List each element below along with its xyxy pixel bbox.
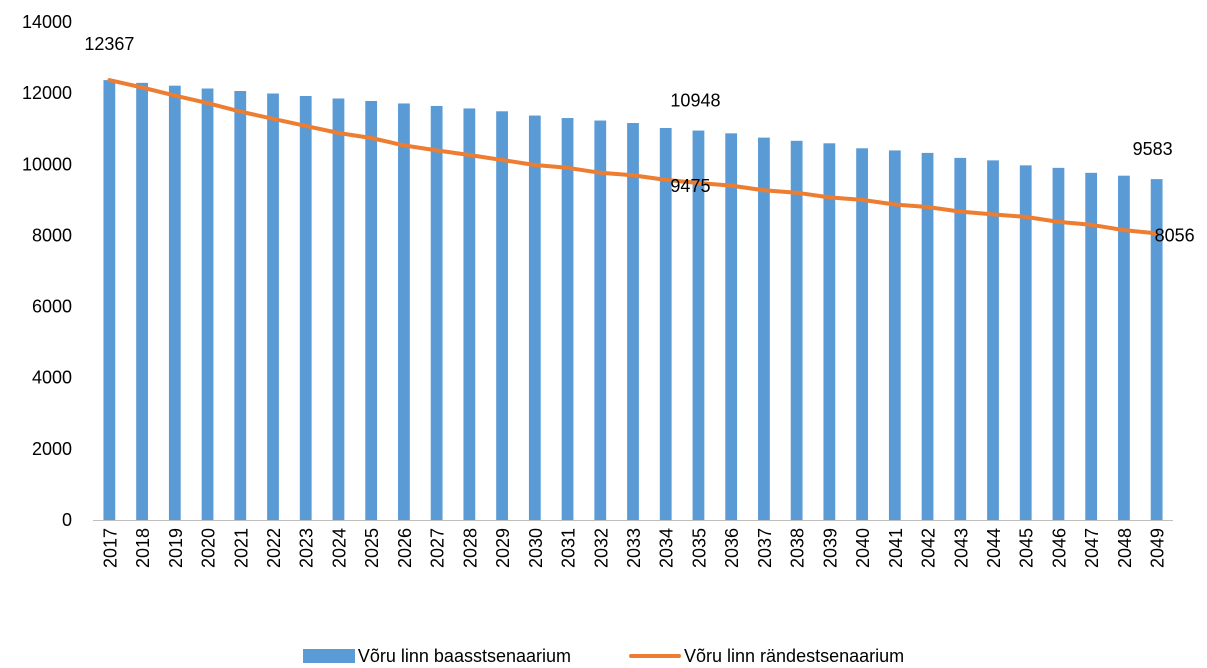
legend-swatch-line bbox=[629, 654, 681, 658]
x-tick-label: 2034 bbox=[657, 528, 677, 568]
data-label: 9475 bbox=[670, 176, 710, 196]
x-tick-label: 2038 bbox=[788, 528, 808, 568]
x-axis: 2017 2018 2019 2020 2021 2022 2023 2024 2025 2026… bbox=[93, 520, 1173, 568]
data-labels: 12367 10948 9475 9583 8056 bbox=[84, 34, 1194, 245]
x-tick-label: 2028 bbox=[460, 528, 480, 568]
bar bbox=[430, 105, 443, 520]
x-tick-label: 2039 bbox=[820, 528, 840, 568]
data-label: 10948 bbox=[670, 91, 720, 111]
x-tick-label: 2030 bbox=[526, 528, 546, 568]
bar bbox=[201, 88, 214, 521]
legend-swatch-bar bbox=[302, 649, 355, 663]
x-tick-label: 2031 bbox=[559, 528, 579, 568]
y-tick-label: 10000 bbox=[22, 154, 72, 174]
x-tick-label: 2027 bbox=[428, 528, 448, 568]
x-tick-label: 2049 bbox=[1148, 528, 1168, 568]
y-tick-label: 6000 bbox=[32, 297, 72, 317]
y-tick-label: 2000 bbox=[32, 439, 72, 459]
bar bbox=[659, 128, 672, 520]
x-tick-label: 2019 bbox=[166, 528, 186, 568]
x-tick-label: 2036 bbox=[722, 528, 742, 568]
bar bbox=[888, 150, 901, 521]
x-tick-label: 2048 bbox=[1115, 528, 1135, 568]
legend-label-bar: Võru linn baasstsenaarium bbox=[357, 645, 571, 666]
x-tick-label: 2029 bbox=[493, 528, 513, 568]
bar bbox=[921, 152, 934, 520]
bar bbox=[790, 140, 803, 520]
bar bbox=[1085, 172, 1098, 520]
y-tick-label: 4000 bbox=[32, 368, 72, 388]
y-tick-label: 8000 bbox=[32, 225, 72, 245]
data-label: 8056 bbox=[1155, 225, 1195, 245]
bar bbox=[496, 111, 508, 520]
bar bbox=[954, 157, 967, 520]
bar bbox=[234, 91, 247, 520]
bar bbox=[365, 100, 378, 521]
bar bbox=[299, 95, 312, 520]
bar bbox=[1052, 167, 1065, 521]
bar bbox=[594, 120, 607, 520]
bar bbox=[823, 143, 836, 520]
bar bbox=[168, 85, 181, 521]
legend-label-line: Võru linn rändestsenaarium bbox=[684, 645, 905, 666]
x-tick-label: 2040 bbox=[853, 528, 873, 568]
x-tick-label: 2042 bbox=[919, 528, 939, 568]
x-tick-label: 2022 bbox=[264, 528, 284, 568]
bar bbox=[856, 148, 868, 520]
bar bbox=[561, 118, 574, 521]
x-tick-label: 2033 bbox=[624, 528, 644, 568]
legend-item-bar: Võru linn baasstsenaarium bbox=[302, 645, 571, 667]
bar bbox=[987, 160, 999, 520]
x-tick-label: 2035 bbox=[689, 528, 709, 568]
x-tick-label: 2026 bbox=[395, 528, 415, 568]
x-tick-label: 2017 bbox=[100, 528, 120, 568]
bar bbox=[332, 98, 345, 520]
data-label: 9583 bbox=[1133, 139, 1173, 159]
bar bbox=[1118, 175, 1130, 520]
bar bbox=[103, 80, 116, 521]
x-tick-label: 2025 bbox=[362, 528, 382, 568]
x-tick-label: 2046 bbox=[1049, 528, 1069, 568]
bar bbox=[463, 108, 476, 520]
bar bbox=[627, 123, 639, 520]
x-tick-label: 2020 bbox=[199, 528, 219, 568]
data-label: 12367 bbox=[84, 34, 134, 54]
x-tick-label: 2021 bbox=[231, 528, 251, 568]
x-tick-label: 2032 bbox=[591, 528, 611, 568]
bar bbox=[267, 93, 279, 521]
bar bbox=[398, 103, 410, 521]
legend: Võru linn baasstsenaarium Võru linn ränd… bbox=[0, 645, 1207, 667]
x-tick-label: 2024 bbox=[329, 528, 349, 568]
line-series bbox=[107, 78, 1159, 236]
x-tick-label: 2018 bbox=[133, 528, 153, 568]
x-tick-label: 2023 bbox=[297, 528, 317, 568]
bar bbox=[692, 130, 705, 520]
x-tick-label: 2045 bbox=[1017, 528, 1037, 568]
bar bbox=[1150, 179, 1163, 520]
x-tick-label: 2041 bbox=[886, 528, 906, 568]
x-tick-label: 2037 bbox=[755, 528, 775, 568]
y-tick-label: 12000 bbox=[22, 83, 72, 103]
x-tick-label: 2044 bbox=[984, 528, 1004, 568]
bar bbox=[758, 137, 770, 520]
bar bbox=[725, 133, 738, 521]
bar-series bbox=[103, 80, 1163, 521]
y-tick-label: 0 bbox=[62, 510, 72, 530]
y-axis: 0 2000 4000 6000 8000 10000 12000 14000 bbox=[22, 12, 72, 530]
x-tick-label: 2043 bbox=[951, 528, 971, 568]
bar bbox=[1019, 165, 1032, 521]
legend-item-line: Võru linn rändestsenaarium bbox=[629, 646, 904, 667]
bar bbox=[136, 82, 148, 520]
y-tick-label: 14000 bbox=[22, 12, 72, 32]
x-tick-label: 2047 bbox=[1082, 528, 1102, 568]
bar bbox=[528, 115, 541, 520]
